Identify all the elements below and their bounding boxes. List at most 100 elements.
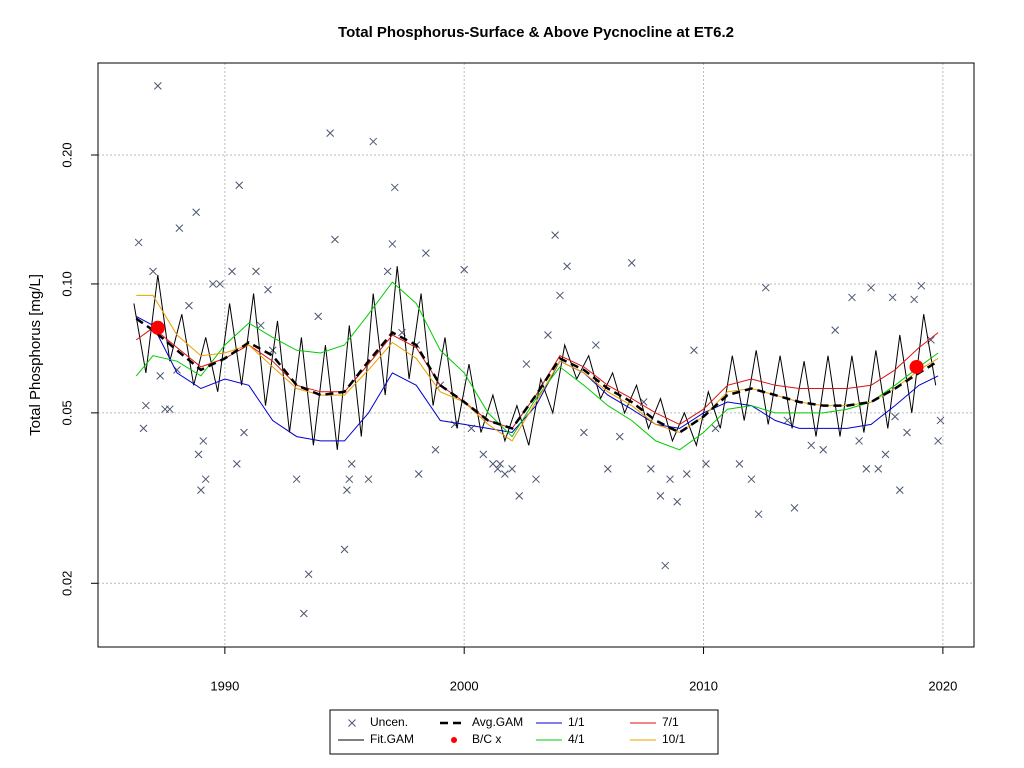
data-point — [264, 285, 272, 294]
series-line — [133, 266, 937, 450]
legend-label: Fit.GAM — [370, 732, 414, 746]
data-point — [563, 262, 571, 271]
y-axis-label: Total Phosphorus [mg/L] — [27, 274, 44, 436]
data-point — [139, 424, 148, 433]
data-point — [345, 475, 354, 484]
data-point — [855, 437, 863, 445]
y-tick-label: 0.02 — [59, 571, 74, 596]
data-point — [156, 372, 165, 380]
data-point — [556, 291, 564, 300]
data-point — [232, 460, 241, 468]
data-point — [848, 293, 856, 302]
data-point — [390, 183, 399, 192]
x-tick-label: 2010 — [689, 678, 718, 693]
series-line — [136, 327, 939, 429]
data-point — [134, 238, 143, 247]
data-point — [874, 465, 883, 473]
data-point — [627, 259, 636, 267]
data-point — [299, 609, 308, 618]
data-point — [331, 235, 339, 244]
data-point — [314, 312, 323, 321]
series-line — [135, 317, 939, 434]
data-point — [888, 293, 897, 302]
legend-label: Uncen. — [370, 715, 408, 729]
data-point — [383, 267, 392, 276]
data-point — [735, 460, 744, 468]
data-point — [831, 326, 840, 335]
data-point — [240, 428, 248, 437]
y-tick-label: 0.10 — [59, 271, 74, 296]
data-point — [197, 486, 205, 495]
data-point — [580, 428, 588, 437]
data-point — [431, 445, 440, 454]
x-tick-label: 2020 — [928, 678, 957, 693]
data-point — [754, 510, 763, 519]
data-point — [702, 460, 710, 468]
data-point — [343, 486, 351, 495]
data-point — [551, 231, 560, 239]
data-point — [891, 412, 899, 421]
data-point — [647, 465, 655, 473]
data-point — [292, 475, 301, 484]
legend-symbol — [451, 737, 457, 743]
data-point — [185, 301, 193, 310]
data-point — [209, 280, 217, 288]
data-point — [149, 267, 157, 276]
plot-frame — [97, 62, 975, 648]
legend-symbol — [348, 719, 356, 727]
data-point — [761, 283, 770, 292]
data-point — [807, 441, 816, 450]
data-point — [790, 504, 799, 512]
chart-title: Total Phosphorus-Surface & Above Pycnocl… — [338, 24, 734, 41]
data-point — [895, 486, 904, 495]
data-point — [388, 240, 397, 248]
data-point — [881, 450, 890, 459]
series-line — [135, 281, 939, 451]
x-tick-label: 2000 — [450, 678, 479, 693]
data-point — [508, 465, 516, 473]
data-point — [501, 470, 509, 478]
data-point — [414, 470, 423, 478]
data-point — [252, 267, 260, 276]
legend-box — [329, 709, 719, 755]
data-point — [603, 465, 612, 473]
data-point — [304, 570, 313, 579]
data-point — [615, 432, 624, 441]
data-point — [656, 492, 665, 500]
data-point — [936, 416, 945, 425]
data-point — [142, 401, 150, 410]
data-point — [479, 450, 488, 459]
data-point — [165, 405, 174, 414]
data-point — [228, 267, 236, 276]
data-point — [532, 475, 540, 484]
data-point — [682, 470, 691, 478]
data-point — [235, 181, 244, 190]
series-line — [136, 294, 939, 442]
data-point — [369, 137, 378, 146]
data-point — [201, 475, 210, 484]
data-point — [199, 437, 208, 445]
data-point — [216, 280, 224, 288]
data-point — [268, 346, 277, 355]
data-point — [347, 460, 356, 468]
data-point — [934, 437, 942, 445]
data-point — [819, 445, 828, 454]
data-point — [153, 82, 162, 90]
data-point — [690, 346, 698, 355]
data-point — [194, 450, 203, 459]
data-point — [867, 283, 875, 292]
data-point — [666, 475, 674, 484]
data-point — [192, 208, 200, 217]
data-point — [747, 475, 756, 484]
data-point — [422, 249, 430, 258]
legend-label: 4/1 — [568, 732, 585, 746]
data-point — [917, 281, 926, 290]
data-point — [496, 460, 504, 468]
data-point — [515, 492, 524, 500]
data-point — [544, 331, 552, 339]
data-point — [661, 561, 670, 570]
data-point — [256, 321, 265, 330]
data-point — [903, 428, 911, 437]
